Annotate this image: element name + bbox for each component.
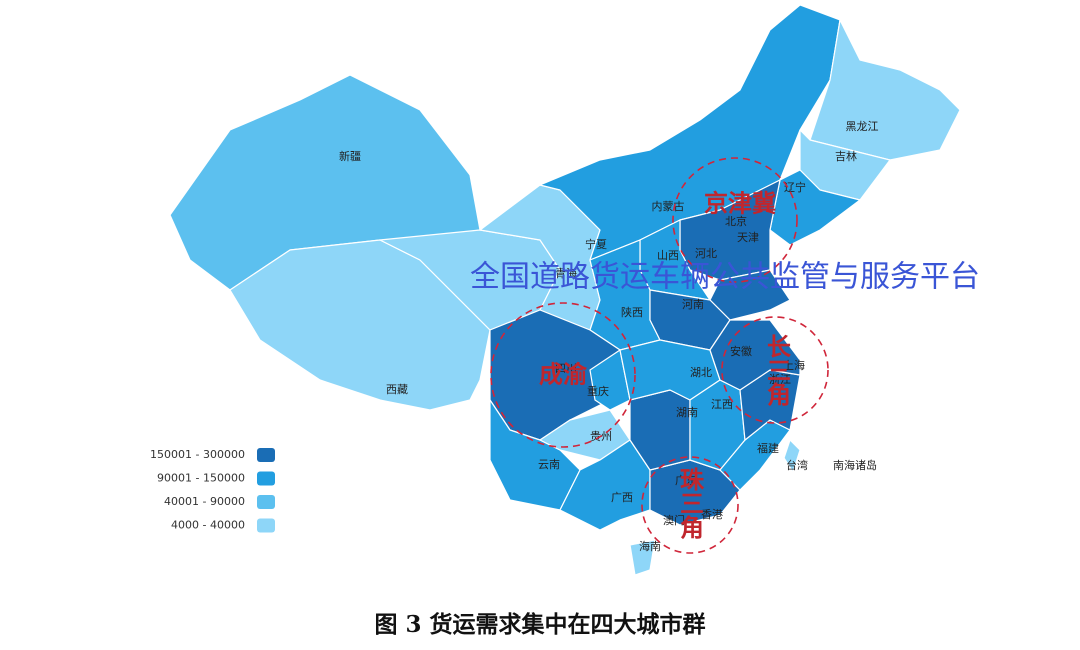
legend-label: 4000 - 40000 xyxy=(171,519,245,532)
cluster-ring xyxy=(721,316,829,424)
legend: 150001 - 300000 90001 - 150000 40001 - 900… xyxy=(150,448,275,533)
caption: 图 3 货运需求集中在四大城市群 xyxy=(374,611,705,638)
province-label: 海南 xyxy=(639,539,661,553)
cluster-label: 成渝 xyxy=(539,360,588,389)
province-label: 台湾 xyxy=(786,458,808,472)
region xyxy=(629,539,656,576)
watermark: 全国道路货运车辆公共监管与服务平台 xyxy=(470,260,980,295)
cluster-ring xyxy=(672,157,798,283)
city-clusters: 京津冀 成渝 长三角 珠三角 xyxy=(490,157,829,554)
legend-label: 90001 - 150000 xyxy=(157,472,245,485)
province-label: 辽宁 xyxy=(784,180,806,194)
province-label: 香港 xyxy=(701,508,723,521)
province-label: 北京 xyxy=(725,214,747,228)
province-label: 重庆 xyxy=(587,384,609,398)
province-label: 南海诸岛 xyxy=(833,458,877,472)
province-label: 安徽 xyxy=(730,344,752,358)
province-label: 吉林 xyxy=(835,149,857,163)
province-label: 陕西 xyxy=(621,305,643,319)
province-label: 浙江 xyxy=(769,373,791,386)
province-label: 澳门 xyxy=(663,513,685,527)
region xyxy=(809,19,961,161)
province-label: 江西 xyxy=(711,398,733,411)
province-label: 云南 xyxy=(538,458,560,471)
legend-swatch xyxy=(257,495,275,509)
province-label: 青海 xyxy=(555,266,577,280)
region xyxy=(769,169,861,246)
legend-swatch xyxy=(257,448,275,462)
legend-label: 150001 - 300000 xyxy=(150,448,245,461)
region xyxy=(783,439,801,473)
legend-swatch xyxy=(257,518,275,533)
province-label: 天津 xyxy=(737,231,759,244)
province-label: 河南 xyxy=(682,298,704,311)
province-label: 广东 xyxy=(675,474,697,487)
province-label: 西藏 xyxy=(386,383,408,396)
province-label: 内蒙古 xyxy=(652,199,685,213)
cluster-label: 珠三角 xyxy=(676,467,705,540)
province-label: 四川 xyxy=(555,362,577,375)
region xyxy=(229,239,491,411)
province-label: 宁夏 xyxy=(585,237,607,251)
province-label: 湖南 xyxy=(676,406,698,419)
province-label: 新疆 xyxy=(339,149,361,163)
province-label: 湖北 xyxy=(690,366,712,379)
province-labels: 新疆 西藏 内蒙古 黑龙江 吉林 辽宁 北京 天津 河北 山西 宁夏 青海 陕西… xyxy=(339,120,879,553)
province-label: 上海 xyxy=(783,358,805,372)
province-label: 山西 xyxy=(657,249,679,262)
province-label: 河北 xyxy=(695,247,717,260)
region xyxy=(589,349,631,411)
cluster-label: 京津冀 xyxy=(704,189,776,218)
region xyxy=(709,319,801,391)
legend-swatch xyxy=(257,471,275,486)
legend-label: 40001 - 90000 xyxy=(164,495,245,508)
province-label: 福建 xyxy=(757,441,779,455)
cluster-label: 长三角 xyxy=(763,334,792,407)
province-label: 黑龙江 xyxy=(846,120,879,133)
cluster-ring xyxy=(641,456,739,554)
province-label: 广西 xyxy=(611,491,633,504)
cluster-ring xyxy=(490,302,636,448)
